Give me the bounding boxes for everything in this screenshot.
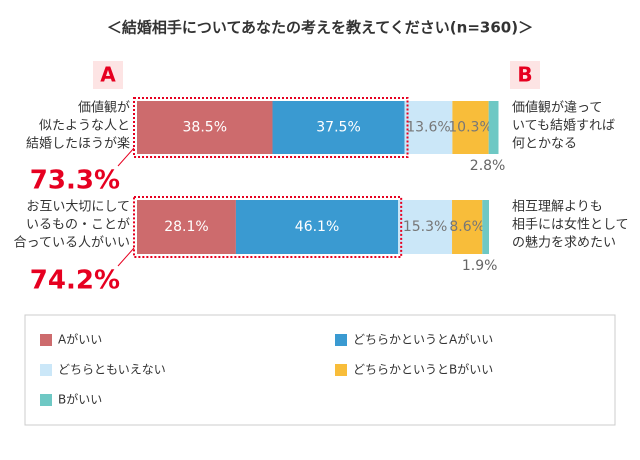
legend-swatch [40, 334, 52, 346]
right-label: いても結婚すれば [512, 119, 615, 134]
header-b: B [517, 63, 532, 87]
category-label: 価値観が [78, 100, 130, 116]
legend-swatch [335, 334, 347, 346]
total-label: 73.3% [30, 166, 120, 196]
right-label: 相互理解よりも [512, 200, 603, 215]
legend-label: どちらともいえない [58, 363, 166, 377]
bar-segment [235, 200, 399, 254]
bar-segment [488, 101, 499, 154]
value-label: 1.9% [462, 258, 498, 274]
value-label: 37.5% [316, 120, 360, 136]
value-label: 15.3% [403, 219, 447, 235]
category-label: 結婚したほうが楽 [26, 136, 130, 152]
total-label: 74.2% [30, 266, 120, 296]
legend-swatch [40, 364, 52, 376]
a-total-box [133, 97, 409, 158]
bar-segment [452, 200, 483, 254]
legend-label: どちらかというとBがいい [353, 362, 493, 377]
value-label: 13.6% [406, 120, 450, 136]
category-label: 合っている人がいい [14, 236, 130, 251]
legend-label: Aがいい [58, 332, 102, 347]
value-label: 10.3% [448, 120, 492, 136]
value-label: 28.1% [164, 219, 208, 235]
leader-line [117, 147, 135, 167]
right-label: 相手には女性として [512, 217, 629, 233]
category-label: 似たような人と [39, 119, 130, 134]
legend-label: どちらかというとAがいい [353, 332, 493, 347]
a-total-box [133, 196, 403, 258]
right-label: の魅力を求めたい [512, 236, 616, 251]
value-label: 38.5% [183, 120, 227, 136]
legend-swatch [40, 394, 52, 406]
category-label: いるもの・ことが [26, 218, 130, 233]
right-label: 何とかなる [512, 136, 577, 152]
value-label: 8.6% [449, 219, 485, 235]
header-badge [510, 61, 540, 89]
bar-segment [272, 101, 405, 154]
bar-segment [137, 200, 236, 254]
bar-segment [482, 200, 489, 254]
category-label: お互い大切にして [26, 200, 130, 215]
right-label: 価値観が違って [512, 100, 602, 116]
bar-segment [137, 101, 273, 154]
legend-swatch [335, 364, 347, 376]
chart-title: ＜結婚相手についてあなたの考えを教えてください(n=360)＞ [107, 19, 533, 37]
header-badge [93, 61, 123, 89]
value-label: 46.1% [295, 219, 339, 235]
leader-line [117, 247, 135, 267]
value-label: 2.8% [470, 158, 506, 174]
bar-segment [398, 200, 453, 254]
header-a: A [100, 63, 116, 87]
legend-box [24, 314, 616, 426]
bar-segment [404, 101, 453, 154]
legend-label: Bがいい [58, 392, 102, 407]
bar-segment [452, 101, 489, 154]
